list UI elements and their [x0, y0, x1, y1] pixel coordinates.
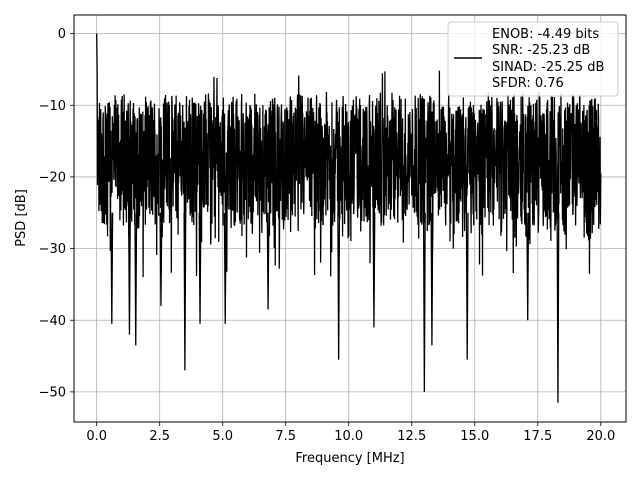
legend-entry-snr: SNR: -25.23 dB — [492, 43, 590, 58]
x-tick-label: 2.5 — [149, 429, 170, 444]
y-tick-label: −40 — [39, 314, 66, 329]
x-axis-ticks: 0.0 2.5 5.0 7.5 10.0 12.5 15.0 17.5 20.0 — [86, 422, 615, 444]
x-tick-label: 17.5 — [523, 429, 552, 444]
y-tick-label: −30 — [39, 242, 66, 257]
y-tick-label: 0 — [58, 27, 66, 42]
y-axis-ticks: 0 −10 −20 −30 −40 −50 — [39, 27, 74, 400]
psd-series-line — [96, 33, 602, 403]
y-tick-label: −50 — [39, 385, 66, 400]
axes-frame — [73, 14, 627, 423]
x-tick-label: 0.0 — [86, 429, 107, 444]
x-axis-label: Frequency [MHz] — [295, 451, 404, 466]
legend: ENOB: -4.49 bits SNR: -25.23 dB SINAD: -… — [447, 21, 619, 97]
plot-area — [96, 33, 602, 403]
x-tick-label: 15.0 — [460, 429, 489, 444]
y-tick-label: −20 — [39, 170, 66, 185]
x-tick-label: 20.0 — [586, 429, 615, 444]
y-tick-label: −10 — [39, 99, 66, 114]
y-axis-label: PSD [dB] — [14, 189, 29, 247]
legend-entry-sfdr: SFDR: 0.76 — [492, 76, 564, 91]
x-tick-label: 5.0 — [212, 429, 233, 444]
legend-entry-sinad: SINAD: -25.25 dB — [492, 60, 604, 75]
legend-box — [447, 21, 619, 97]
x-tick-label: 12.5 — [397, 429, 426, 444]
x-tick-label: 10.0 — [334, 429, 363, 444]
legend-entry-enob: ENOB: -4.49 bits — [492, 27, 599, 42]
x-tick-label: 7.5 — [275, 429, 296, 444]
